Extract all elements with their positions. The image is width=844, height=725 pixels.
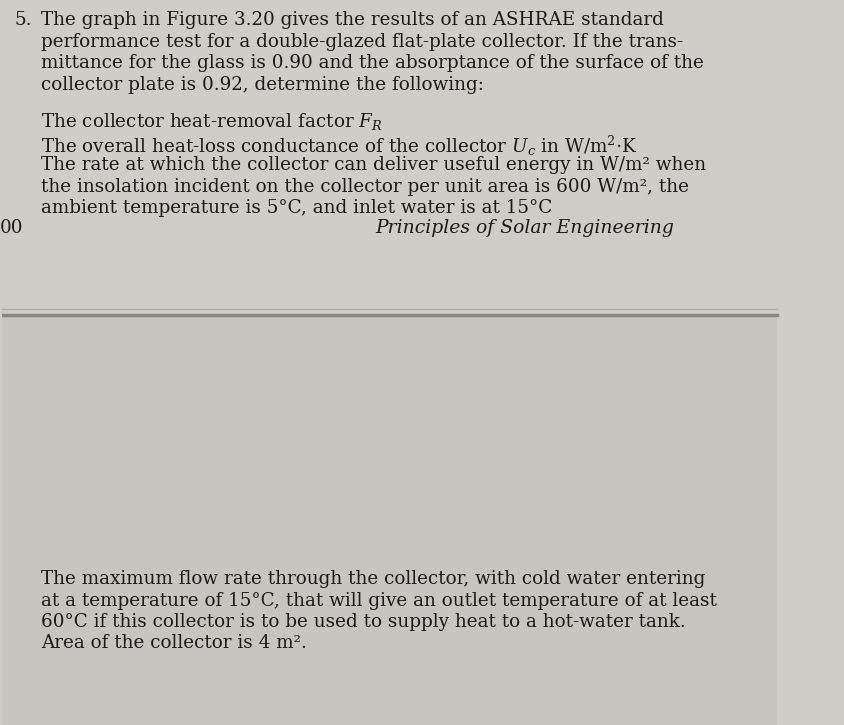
Text: The collector heat-removal factor $F_R$: The collector heat-removal factor $F_R$ bbox=[41, 111, 382, 132]
FancyBboxPatch shape bbox=[2, 315, 776, 725]
Text: collector plate is 0.92, determine the following:: collector plate is 0.92, determine the f… bbox=[41, 75, 483, 94]
Text: The rate at which the collector can deliver useful energy in W/m² when: The rate at which the collector can deli… bbox=[41, 156, 705, 174]
Text: Principles of Solar Engineering: Principles of Solar Engineering bbox=[375, 219, 674, 237]
FancyBboxPatch shape bbox=[2, 0, 776, 309]
Text: The graph in Figure 3.20 gives the results of an ASHRAE standard: The graph in Figure 3.20 gives the resul… bbox=[41, 11, 663, 29]
Text: Area of the collector is 4 m².: Area of the collector is 4 m². bbox=[41, 634, 306, 652]
Text: The maximum flow rate through the collector, with cold water entering: The maximum flow rate through the collec… bbox=[41, 570, 705, 588]
Text: mittance for the glass is 0.90 and the absorptance of the surface of the: mittance for the glass is 0.90 and the a… bbox=[41, 54, 703, 72]
Text: 00: 00 bbox=[0, 219, 23, 237]
Text: ambient temperature is 5°C, and inlet water is at 15°C: ambient temperature is 5°C, and inlet wa… bbox=[41, 199, 551, 217]
Text: at a temperature of 15°C, that will give an outlet temperature of at least: at a temperature of 15°C, that will give… bbox=[41, 592, 716, 610]
Text: performance test for a double-glazed flat-plate collector. If the trans-: performance test for a double-glazed fla… bbox=[41, 33, 682, 51]
Text: the insolation incident on the collector per unit area is 600 W/m², the: the insolation incident on the collector… bbox=[41, 178, 688, 196]
Text: 5.: 5. bbox=[14, 11, 32, 29]
Text: 60°C if this collector is to be used to supply heat to a hot-water tank.: 60°C if this collector is to be used to … bbox=[41, 613, 684, 631]
Text: The overall heat-loss conductance of the collector $U_c$ in W/m$^2$$\cdot$K: The overall heat-loss conductance of the… bbox=[41, 133, 637, 158]
